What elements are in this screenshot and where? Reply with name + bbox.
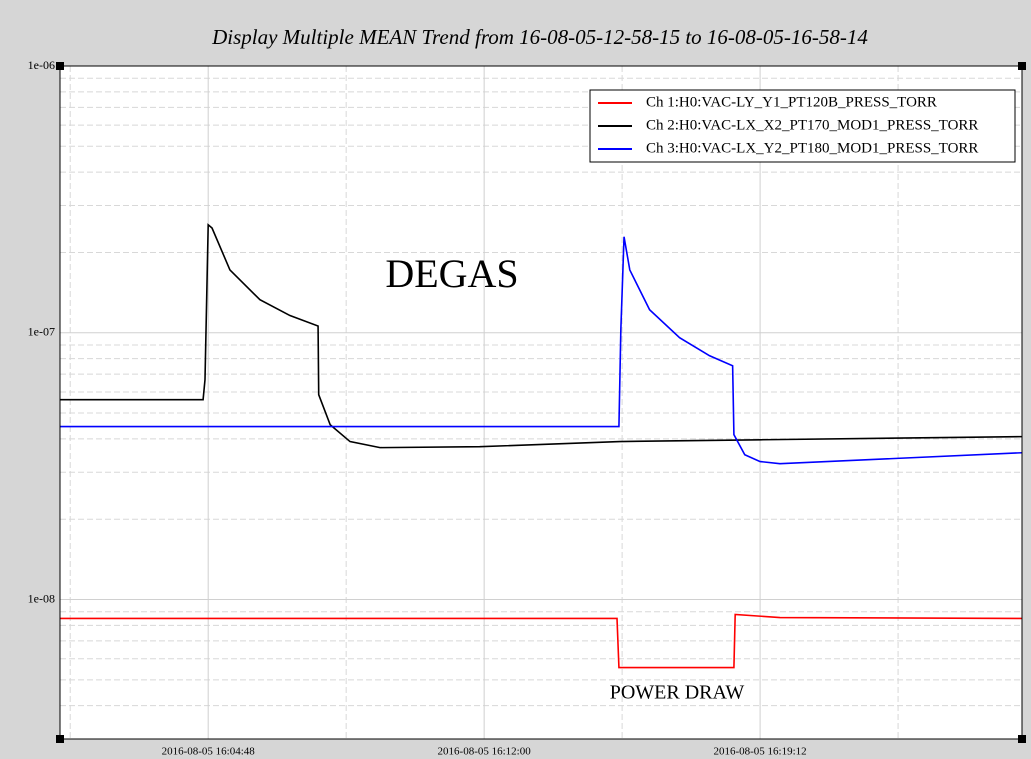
corner-marker (1018, 62, 1026, 70)
y-tick-label: 1e-07 (28, 325, 55, 339)
legend-label: Ch 3:H0:VAC-LX_Y2_PT180_MOD1_PRESS_TORR (646, 140, 978, 156)
y-tick-label: 1e-06 (28, 58, 55, 72)
legend-box (589, 89, 1016, 163)
x-tick-label: 2016-08-05 16:04:48 (162, 746, 256, 758)
plot-border (59, 65, 1023, 740)
y-tick-label: 1e-08 (28, 591, 55, 605)
annotation: POWER DRAW (610, 682, 745, 704)
corner-marker (1018, 735, 1026, 743)
plot-area (60, 66, 1022, 739)
corner-marker (56, 735, 64, 743)
series-line (60, 613, 1023, 669)
x-tick-label: 2016-08-05 16:19:12 (713, 746, 806, 758)
x-tick-label: 2016-08-05 16:12:00 (438, 746, 532, 758)
chart-title: Display Multiple MEAN Trend from 16-08-0… (211, 25, 868, 49)
legend-label: Ch 2:H0:VAC-LX_X2_PT170_MOD1_PRESS_TORR (646, 117, 978, 133)
legend-label: Ch 1:H0:VAC-LY_Y1_PT120B_PRESS_TORR (646, 94, 937, 110)
series-line (60, 223, 1023, 449)
series-line (60, 236, 1023, 465)
annotation: DEGAS (385, 251, 518, 296)
corner-marker (56, 62, 64, 70)
legend: Ch 1:H0:VAC-LY_Y1_PT120B_PRESS_TORR Ch 2:… (589, 89, 1016, 163)
